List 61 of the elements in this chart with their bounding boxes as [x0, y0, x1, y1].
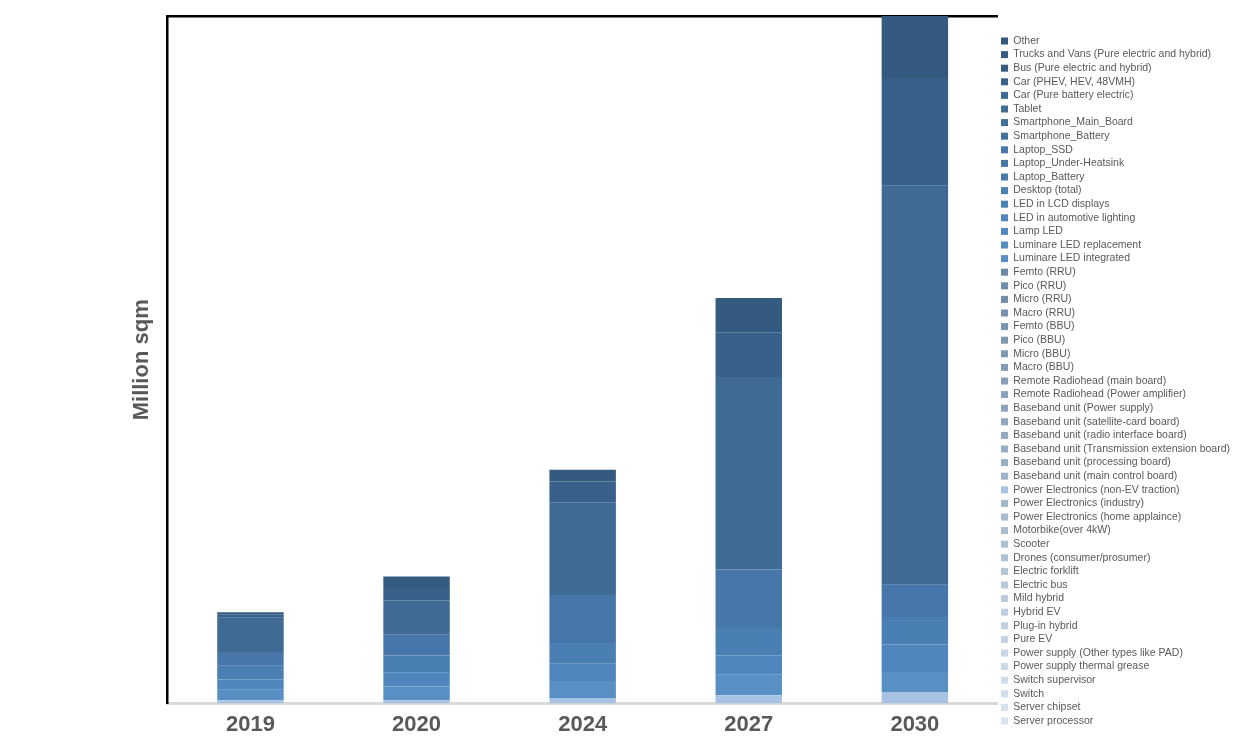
legend-label: Trucks and Vans (Pure electric and hybrid) [1013, 47, 1212, 60]
legend-label: Macro (BBU) [1013, 360, 1074, 373]
legend-label: Drones (consumer/prosumer) [1013, 550, 1151, 563]
legend-label: Macro (RRU) [1013, 305, 1076, 318]
legend-label: Lamp LED [1013, 224, 1064, 237]
legend-label: Baseband unit (main control board) [1013, 469, 1178, 482]
bar [715, 695, 782, 704]
legend-label: Desktop (total) [1013, 183, 1082, 196]
legend-label: Motorbike(over 4kW) [1013, 523, 1111, 536]
legend-label: Bus (Pure electric and hybrid) [1013, 61, 1152, 74]
legend-label: Baseband unit (satellite-card board) [1013, 414, 1180, 427]
legend-label: Other [1013, 33, 1041, 46]
legend-label: Baseband unit (Transmission extension board) [1013, 441, 1231, 454]
legend-label: Power Electronics (non-EV traction) [1013, 482, 1180, 495]
legend-label: Laptop_SSD [1013, 142, 1074, 155]
legend-label: Femto (RRU) [1013, 265, 1076, 278]
legend-label: LED in LCD displays [1013, 197, 1110, 210]
legend-label: Micro (RRU) [1013, 292, 1072, 305]
bar [549, 698, 616, 704]
legend-label: Car (Pure battery electric) [1013, 88, 1134, 101]
x-tick-label: 2027 [724, 710, 774, 736]
legend-label: Car (PHEV, HEV, 48VMH) [1013, 74, 1136, 87]
legend-label: Baseband unit (Power supply) [1013, 401, 1154, 414]
x-tick-label: 2024 [558, 710, 608, 736]
legend-label: Power Electronics (industry) [1013, 496, 1144, 509]
legend-label: Pico (BBU) [1013, 333, 1066, 346]
legend-label: Laptop_Under-Heatsink [1013, 156, 1125, 169]
x-tick-label: 2030 [890, 710, 940, 736]
legend-label: Server chipset [1013, 700, 1081, 713]
legend-label: Plug-in hybrid [1013, 618, 1078, 631]
bar [881, 692, 949, 704]
y-axis-title: Million sqm [128, 299, 154, 421]
legend-label: Smartphone_Battery [1013, 129, 1111, 142]
legend-label: Switch [1013, 686, 1045, 699]
legend-label: Baseband unit (processing board) [1013, 455, 1171, 468]
legend-label: Luminare LED replacement [1013, 237, 1142, 250]
legend-label: Power Electronics (home applaince) [1013, 509, 1182, 522]
legend-label: Smartphone_Main_Board [1013, 115, 1134, 128]
legend-label: Luminare LED integrated [1013, 251, 1131, 264]
legend-label: Hybrid EV [1013, 605, 1061, 618]
x-tick-label: 2019 [225, 710, 275, 736]
legend-label: Power supply thermal grease [1013, 659, 1150, 672]
legend-label: Server processor [1013, 713, 1094, 726]
bar [217, 617, 284, 653]
legend-label: Laptop_Battery [1013, 169, 1086, 182]
legend-label: Power supply (Other types like PAD) [1013, 645, 1183, 658]
legend-label: Switch supervisor [1013, 673, 1097, 686]
legend-label: Pure EV [1013, 632, 1053, 645]
legend-label: Tablet [1013, 101, 1042, 114]
legend-label: Pico (RRU) [1013, 278, 1067, 291]
x-tick-label: 2020 [392, 710, 442, 736]
legend-label: Remote Radiohead (main board) [1013, 373, 1167, 386]
legend-label: Electric bus [1013, 577, 1068, 590]
legend-label: Micro (BBU) [1013, 346, 1071, 359]
legend-label: Electric forklift [1013, 564, 1079, 577]
legend-label: Femto (BBU) [1013, 319, 1075, 332]
legend-label: Baseband unit (radio interface board) [1013, 428, 1187, 441]
legend-label: Scooter [1013, 537, 1050, 550]
legend-label: LED in automotive lighting [1013, 210, 1136, 223]
legend-label: Mild hybrid [1013, 591, 1065, 604]
legend-label: Remote Radiohead (Power amplifier) [1013, 387, 1187, 400]
